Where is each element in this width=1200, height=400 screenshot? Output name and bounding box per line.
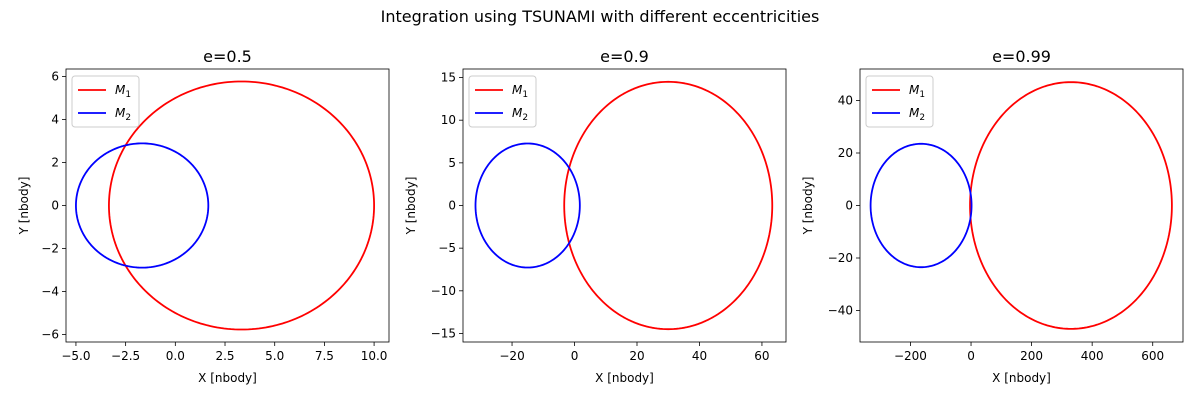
y-tick-label: −2	[41, 241, 59, 255]
legend-label-subscript: 2	[522, 113, 528, 123]
legend-label-name: M	[909, 83, 920, 97]
legend-label: M1	[115, 83, 131, 100]
axes-frame	[859, 68, 1184, 343]
subplots: e=0.5−5.0 −2.5 0.0 2.5 5.0 7.5 10.0−6−4−20246X…	[17, 47, 1184, 385]
subplot-title: e=0.99	[992, 47, 1051, 66]
legend-label-name: M	[909, 106, 920, 120]
legend-label-subscript: 1	[522, 90, 528, 100]
orbit-line-m2	[75, 142, 210, 269]
orbit-line-m1	[108, 80, 375, 331]
y-axis-label: Y [nbody]	[17, 177, 31, 236]
plot-area	[75, 80, 375, 331]
orbit-line-m1	[563, 80, 774, 331]
y-tick-label: 0	[448, 199, 456, 213]
axes-frame	[65, 68, 390, 343]
legend-label-name: M	[512, 106, 523, 120]
y-tick-label: 10	[441, 113, 456, 127]
y-axis-label: Y [nbody]	[801, 177, 815, 236]
x-tick-label: 600	[1141, 349, 1164, 363]
x-tick-label: 2.5	[215, 349, 234, 363]
y-tick-label: 4	[51, 113, 59, 127]
y-tick-label: 15	[441, 71, 456, 85]
legend-label-name: M	[512, 83, 523, 97]
plot-area	[869, 81, 1173, 330]
x-tick-label: 5.0	[265, 349, 284, 363]
legend-label: M1	[512, 83, 528, 100]
y-tick-label: 2	[51, 156, 59, 170]
y-tick-label: −10	[431, 284, 456, 298]
subplot-title: e=0.9	[600, 47, 649, 66]
x-axis-label: X [nbody]	[198, 371, 257, 385]
x-tick-label: 7.5	[315, 349, 334, 363]
legend-label-name: M	[115, 83, 126, 97]
y-tick-label: 5	[448, 156, 456, 170]
y-tick-label: −40	[828, 304, 853, 318]
axes-frame	[462, 68, 787, 343]
x-tick-label: 200	[1020, 349, 1043, 363]
x-tick-label: −20	[499, 349, 524, 363]
y-tick-label: −6	[41, 327, 59, 341]
legend-label: M2	[512, 106, 528, 123]
orbit-line-m2	[474, 142, 581, 269]
legend-label-subscript: 2	[919, 113, 925, 123]
y-tick-label: −5	[438, 241, 456, 255]
legend-box	[865, 75, 934, 128]
legend-label-subscript: 2	[125, 113, 131, 123]
x-tick-label: 0	[571, 349, 579, 363]
subplot-2: e=0.9 −20 0 20 40 60 −15 −10 −5 0 5 10 15 X [nbody] Y …	[404, 47, 787, 385]
y-axis-label: Y [nbody]	[404, 177, 418, 236]
x-axis-label: X [nbody]	[992, 371, 1051, 385]
x-tick-label: 400	[1081, 349, 1104, 363]
x-tick-label: −200	[894, 349, 927, 363]
figure-suptitle: Integration using TSUNAMI with different…	[381, 7, 820, 26]
y-tick-label: 6	[51, 70, 59, 84]
y-tick-label: 20	[838, 146, 853, 160]
x-tick-label: −5.0	[61, 349, 90, 363]
x-tick-label: 60	[754, 349, 769, 363]
y-tick-label: −20	[828, 251, 853, 265]
legend-label-subscript: 1	[919, 90, 925, 100]
legend-label: M2	[909, 106, 925, 123]
orbit-line-m1	[969, 81, 1173, 330]
x-tick-label: 20	[629, 349, 644, 363]
y-tick-label: −15	[431, 326, 456, 340]
legend-box	[71, 75, 140, 128]
subplot-1: e=0.5 −5.0 −2.5 0.0 2.5 5.0 7.5 10.0 −6 −4 −2 0 2 4 6 X…	[17, 47, 390, 385]
legend-box	[468, 75, 537, 128]
x-tick-label: 0	[967, 349, 975, 363]
orbit-line-m2	[869, 142, 973, 269]
x-tick-label: 40	[692, 349, 707, 363]
legend-label-name: M	[115, 106, 126, 120]
subplot-title: e=0.5	[203, 47, 252, 66]
x-tick-label: 0.0	[166, 349, 185, 363]
legend-label: M2	[115, 106, 131, 123]
x-tick-label: 10.0	[361, 349, 388, 363]
x-axis-label: X [nbody]	[595, 371, 654, 385]
legend-label-subscript: 1	[125, 90, 131, 100]
y-tick-label: 0	[845, 199, 853, 213]
y-tick-label: 40	[838, 94, 853, 108]
x-tick-label: −2.5	[111, 349, 140, 363]
plot-area	[474, 80, 774, 331]
legend-label: M1	[909, 83, 925, 100]
y-tick-label: 0	[51, 199, 59, 213]
y-tick-label: −4	[41, 284, 59, 298]
